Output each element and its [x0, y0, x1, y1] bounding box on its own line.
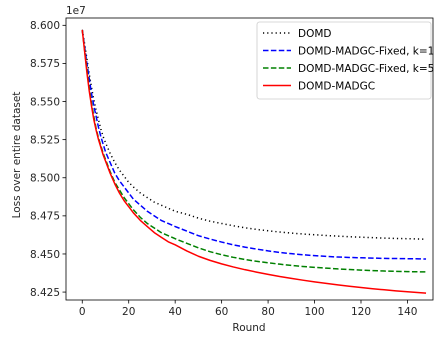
legend-label-1: DOMD	[298, 28, 332, 40]
y-tick-label: 8.475	[30, 211, 60, 223]
x-tick-label: 20	[122, 306, 135, 318]
y-tick-label: 8.425	[30, 287, 60, 299]
series-line-2	[81, 29, 427, 260]
axes: 0 20 40 60 80 100 120 140 8.425 8.450 8.475 8.500 8.…	[30, 17, 434, 318]
legend: DOMD DOMD-MADGC-Fixed, k=1 DOMD-MADGC-Fixe…	[256, 21, 434, 100]
x-tick-label: 0	[79, 306, 86, 318]
x-tick-label: 140	[397, 306, 417, 318]
x-tick-label: 60	[215, 306, 228, 318]
legend-box	[256, 21, 432, 100]
x-tick-label: 80	[261, 306, 274, 318]
series-line-4	[81, 29, 427, 294]
legend-label-4: DOMD-MADGC	[298, 80, 375, 92]
y-tick-label: 8.600	[30, 20, 60, 32]
y-tick-label: 8.550	[30, 96, 60, 108]
x-axis-title: Round	[232, 322, 265, 334]
y-tick-label: 8.575	[30, 58, 60, 70]
plot-area	[81, 29, 427, 294]
y-tick-label: 8.500	[30, 173, 60, 185]
y-offset-label: 1e7	[66, 5, 86, 17]
x-tick-label: 40	[168, 306, 181, 318]
x-tick-label: 100	[305, 306, 325, 318]
x-tick-label: 120	[351, 306, 371, 318]
y-tick-label: 8.525	[30, 134, 60, 146]
y-axis-title: Loss over entire dataset	[11, 92, 23, 219]
axes-frame	[65, 17, 434, 301]
legend-label-2: DOMD-MADGC-Fixed, k=1	[298, 45, 434, 57]
legend-label-3: DOMD-MADGC-Fixed, k=5	[298, 63, 434, 75]
y-tick-label: 8.450	[30, 249, 60, 261]
